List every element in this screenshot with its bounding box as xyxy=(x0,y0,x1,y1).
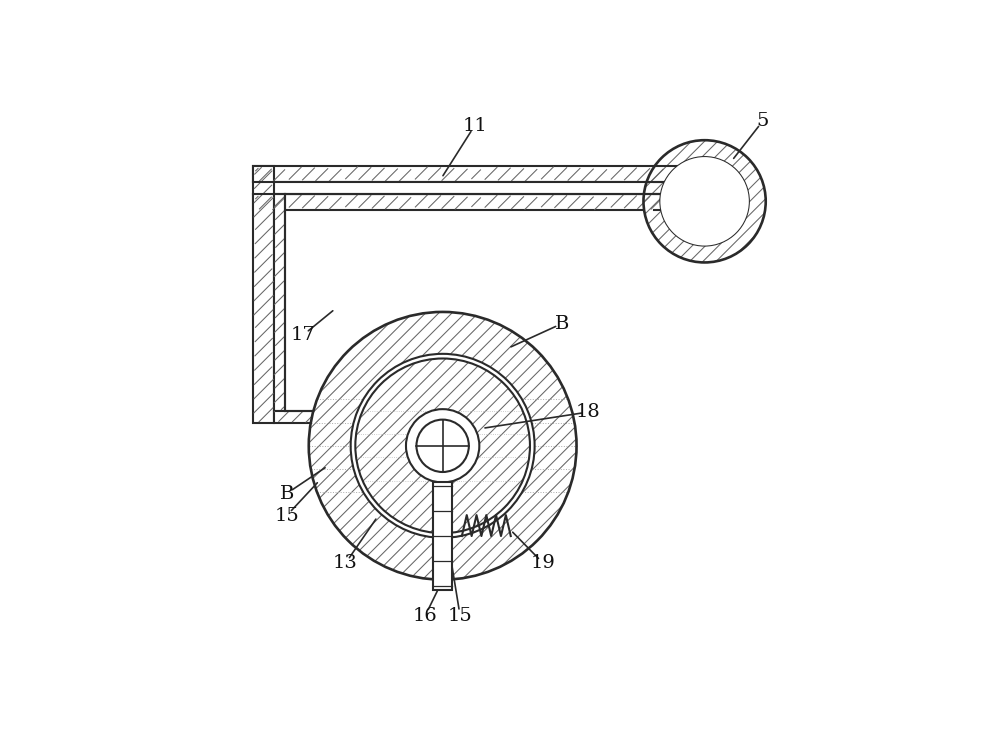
Bar xyxy=(285,194,699,411)
Text: 16: 16 xyxy=(413,607,438,624)
Circle shape xyxy=(355,358,530,533)
Text: 13: 13 xyxy=(333,554,358,572)
Text: 5: 5 xyxy=(757,112,769,130)
Circle shape xyxy=(660,157,749,246)
Bar xyxy=(253,194,699,210)
Circle shape xyxy=(406,409,479,482)
Text: 19: 19 xyxy=(531,554,556,572)
Text: B: B xyxy=(279,485,294,503)
Circle shape xyxy=(309,312,577,580)
Text: 18: 18 xyxy=(576,403,601,421)
Text: 15: 15 xyxy=(274,507,299,525)
Bar xyxy=(274,194,285,411)
Text: 17: 17 xyxy=(291,326,315,344)
Bar xyxy=(253,166,699,182)
Bar xyxy=(654,166,699,182)
Bar xyxy=(253,182,699,194)
Bar xyxy=(274,411,390,423)
Text: B: B xyxy=(555,314,569,333)
Bar xyxy=(433,482,452,590)
Circle shape xyxy=(416,420,469,472)
Circle shape xyxy=(643,140,766,262)
Text: 15: 15 xyxy=(448,607,472,624)
Bar xyxy=(253,166,274,423)
Bar xyxy=(654,194,699,210)
Text: 11: 11 xyxy=(462,116,487,135)
